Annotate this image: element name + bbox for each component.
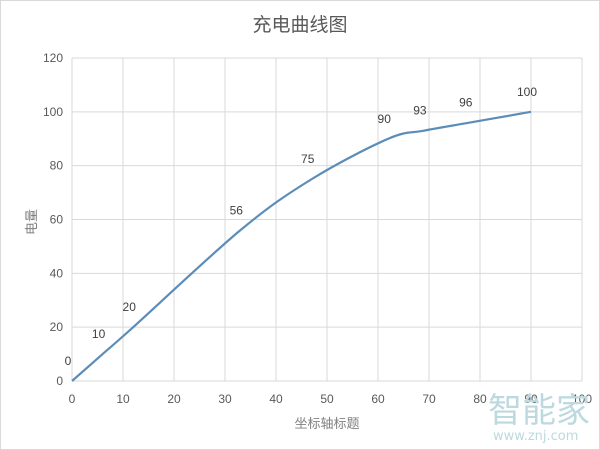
x-tick-label: 70: [422, 392, 436, 406]
y-tick-label: 40: [50, 266, 64, 280]
x-axis-ticks: 0 10 20 30 40 50 60 70 80 90 100: [69, 392, 593, 406]
y-axis-title: 电量: [25, 209, 40, 235]
gridlines: [71, 57, 583, 382]
data-label: 10: [92, 327, 106, 341]
y-tick-label: 120: [43, 51, 63, 65]
watermark-logo: 智能家: [488, 391, 590, 431]
y-axis-ticks: 0 20 40 60 80 100 120: [43, 51, 63, 388]
data-label: 75: [301, 152, 315, 166]
y-tick-label: 0: [56, 374, 63, 388]
chart-title: 充电曲线图: [252, 14, 348, 36]
series-line: [71, 110, 532, 382]
data-label: 0: [65, 354, 72, 368]
data-label: 20: [123, 300, 137, 314]
y-tick-label: 20: [50, 320, 64, 334]
data-label: 90: [378, 112, 392, 126]
watermark-url: www.znj.com: [493, 429, 578, 444]
x-tick-label: 50: [320, 392, 334, 406]
x-tick-label: 40: [269, 392, 283, 406]
x-tick-label: 10: [116, 392, 130, 406]
x-tick-label: 80: [473, 392, 487, 406]
x-tick-label: 30: [218, 392, 232, 406]
x-tick-label: 100: [572, 392, 592, 406]
x-tick-label: 20: [167, 392, 181, 406]
data-labels: 0 10 20 56 75 90 93 96 100: [65, 85, 538, 368]
x-axis-title: 坐标轴标题: [294, 417, 359, 432]
x-tick-label: 90: [524, 392, 538, 406]
data-label: 100: [517, 85, 537, 99]
x-tick-label: 0: [69, 392, 76, 406]
y-tick-label: 80: [50, 159, 64, 173]
y-tick-label: 60: [50, 213, 64, 227]
y-tick-label: 100: [43, 105, 63, 119]
data-label: 56: [230, 203, 244, 217]
data-label: 96: [459, 96, 473, 110]
x-tick-label: 60: [371, 392, 385, 406]
data-label: 93: [413, 104, 427, 118]
